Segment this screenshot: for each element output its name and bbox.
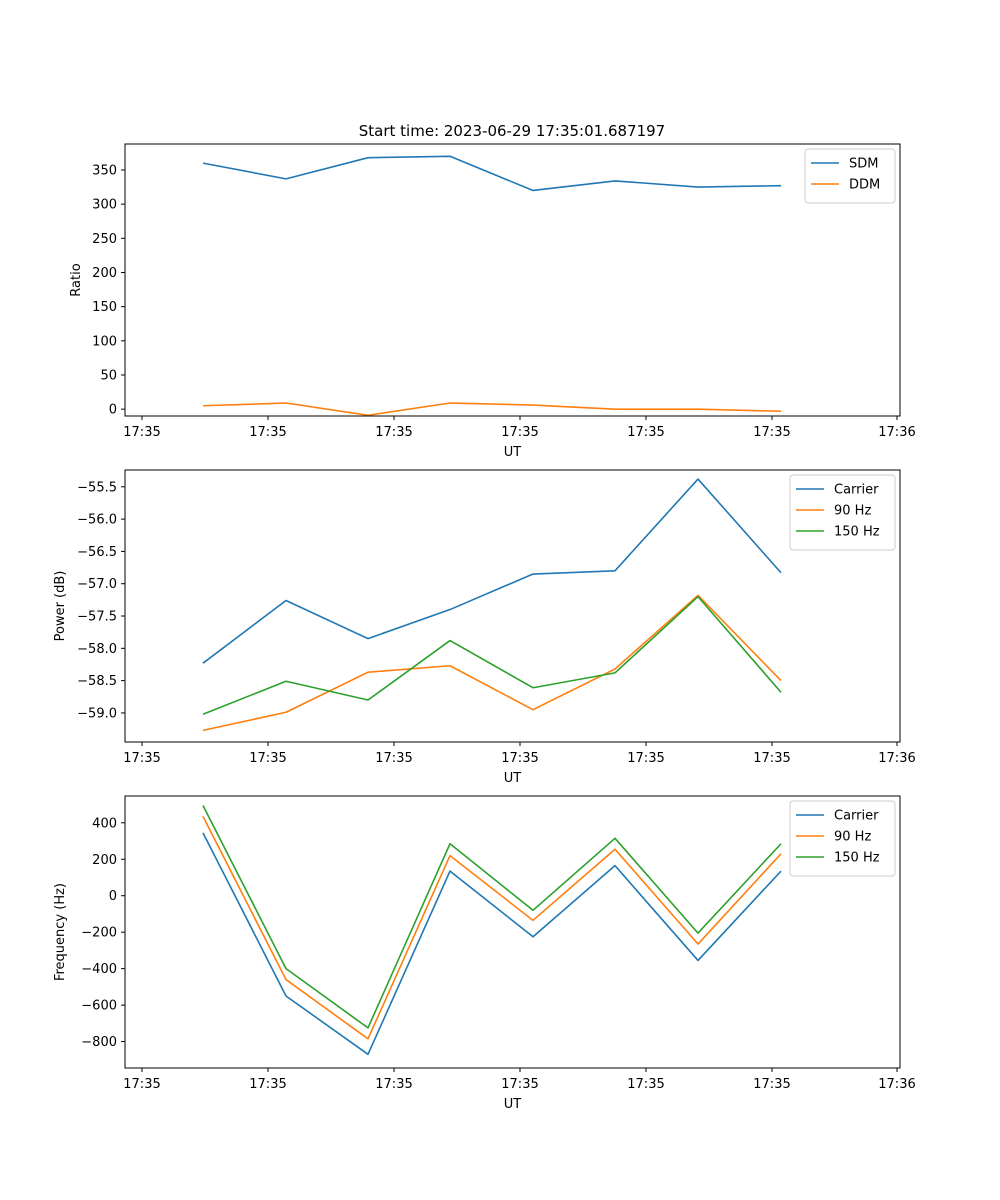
y-axis-label: Frequency (Hz)	[53, 883, 68, 981]
y-tick-label: −800	[81, 1035, 117, 1050]
y-tick-label: −400	[81, 962, 117, 977]
x-tick-label: 17:35	[249, 1077, 286, 1092]
y-tick-label: −56.5	[77, 545, 117, 560]
series-line-150-hz	[202, 595, 782, 715]
y-axis-label: Ratio	[69, 263, 84, 296]
x-tick-label: 17:35	[627, 425, 664, 440]
y-tick-label: 400	[92, 816, 117, 831]
y-tick-label: 200	[92, 266, 117, 281]
y-tick-label: 0	[109, 889, 117, 904]
y-tick-label: −58.5	[77, 674, 117, 689]
x-tick-label: 17:35	[627, 1077, 664, 1092]
y-tick-label: −200	[81, 926, 117, 941]
x-tick-label: 17:35	[249, 425, 286, 440]
legend-label: Carrier	[834, 809, 879, 824]
y-axis-label: Power (dB)	[53, 571, 68, 642]
x-tick-label: 17:36	[878, 425, 915, 440]
y-tick-label: −59.0	[77, 706, 117, 721]
y-tick-label: 50	[100, 368, 117, 383]
legend-label: SDM	[849, 157, 878, 172]
legend: Carrier 90 Hz 150 Hz	[789, 800, 896, 877]
x-tick-label: 17:35	[123, 1077, 160, 1092]
x-tick-label: 17:35	[501, 751, 538, 766]
axes-frame	[124, 469, 901, 743]
chart-panel-2: 17:35 17:35 17:35 17:35 17:35 17:35 17:36 −59.0…	[53, 469, 916, 786]
x-axis-label: UT	[504, 771, 522, 786]
chart-title: Start time: 2023-06-29 17:35:01.687197	[359, 122, 665, 140]
y-tick-label: −57.0	[77, 577, 117, 592]
y-tick-label: 150	[92, 300, 117, 315]
y-tick-label: 200	[92, 853, 117, 868]
x-tick-label: 17:35	[753, 751, 790, 766]
y-tick-label: −58.0	[77, 642, 117, 657]
y-tick-label: 100	[92, 334, 117, 349]
series-line-carrier	[202, 478, 782, 664]
x-tick-label: 17:35	[375, 1077, 412, 1092]
y-tick-label: 300	[92, 198, 117, 213]
series-line-ddm	[202, 402, 782, 416]
x-tick-label: 17:35	[501, 425, 538, 440]
y-tick-label: −600	[81, 999, 117, 1014]
x-tick-label: 17:35	[627, 751, 664, 766]
y-tick-label: −57.5	[77, 610, 117, 625]
x-tick-label: 17:35	[123, 751, 160, 766]
series-line-90-hz	[202, 816, 782, 1040]
legend-label: 90 Hz	[834, 504, 871, 519]
x-tick-label: 17:35	[375, 425, 412, 440]
y-tick-label: 250	[92, 232, 117, 247]
x-tick-label: 17:36	[878, 1077, 915, 1092]
axes-frame	[124, 143, 901, 417]
series-line-carrier	[202, 832, 782, 1056]
legend-label: DDM	[849, 178, 880, 193]
legend-label: 150 Hz	[834, 851, 880, 866]
x-tick-label: 17:35	[753, 425, 790, 440]
series-line-sdm	[202, 155, 782, 192]
x-tick-label: 17:36	[878, 751, 915, 766]
y-tick-label: 0	[109, 403, 117, 418]
y-tick-label: −55.5	[77, 480, 117, 495]
legend-label: 90 Hz	[834, 830, 871, 845]
legend-label: 150 Hz	[834, 525, 880, 540]
y-tick-label: −56.0	[77, 513, 117, 528]
x-tick-label: 17:35	[501, 1077, 538, 1092]
x-tick-label: 17:35	[375, 751, 412, 766]
series-line-90-hz	[202, 594, 782, 732]
chart-panel-1: 17:35 17:35 17:35 17:35 17:35 17:35 17:36 0 50 10…	[69, 143, 916, 460]
y-tick-label: 350	[92, 163, 117, 178]
legend-label: Carrier	[834, 483, 879, 498]
x-tick-label: 17:35	[249, 751, 286, 766]
x-axis-label: UT	[504, 445, 522, 460]
chart-panels: 17:35 17:35 17:35 17:35 17:35 17:35 17:36 0 50 10…	[53, 143, 916, 1112]
legend: Carrier 90 Hz 150 Hz	[789, 474, 896, 551]
x-axis-label: UT	[504, 1097, 522, 1112]
series-line-150-hz	[202, 805, 782, 1029]
chart-panel-3: 17:35 17:35 17:35 17:35 17:35 17:35 17:36 −800 −…	[53, 795, 916, 1112]
legend: SDM DDM	[804, 148, 896, 204]
x-tick-label: 17:35	[123, 425, 160, 440]
x-tick-label: 17:35	[753, 1077, 790, 1092]
